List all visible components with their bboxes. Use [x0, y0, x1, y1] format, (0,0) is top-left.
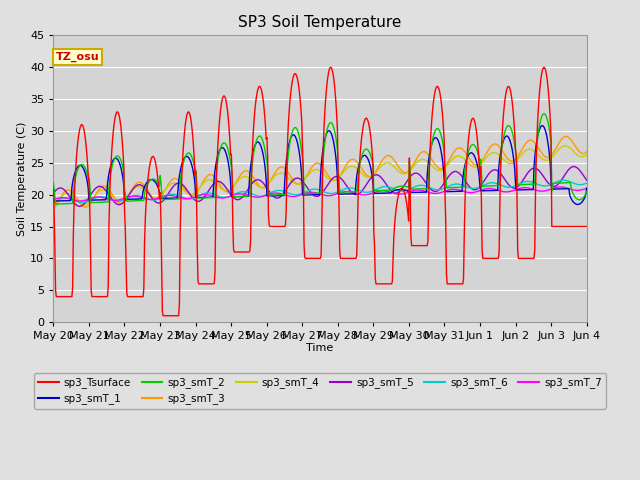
- sp3_smT_1: [385, 190, 392, 196]
- sp3_Tsurface: [169, 313, 177, 319]
- sp3_smT_6: [115, 198, 122, 204]
- sp3_smT_3: [168, 177, 176, 182]
- sp3_Tsurface: [114, 109, 122, 115]
- sp3_smT_1: [401, 187, 408, 193]
- sp3_smT_2: [401, 183, 409, 189]
- sp3_smT_7: [115, 197, 122, 203]
- sp3_smT_6: [583, 180, 591, 186]
- sp3_smT_1: [59, 198, 67, 204]
- sp3_smT_6: [59, 195, 67, 201]
- sp3_smT_5: [197, 198, 205, 204]
- sp3_smT_3: [401, 169, 408, 175]
- sp3_smT_7: [197, 192, 205, 198]
- sp3_smT_4: [168, 180, 176, 186]
- sp3_smT_6: [79, 200, 86, 205]
- sp3_smT_7: [557, 184, 564, 190]
- sp3_Tsurface: [387, 281, 394, 287]
- Line: sp3_smT_4: sp3_smT_4: [53, 146, 587, 205]
- sp3_smT_5: [385, 186, 393, 192]
- sp3_smT_4: [49, 203, 57, 208]
- sp3_smT_4: [561, 143, 569, 149]
- sp3_smT_7: [76, 198, 83, 204]
- sp3_smT_5: [115, 202, 122, 207]
- Line: sp3_smT_6: sp3_smT_6: [53, 180, 587, 203]
- sp3_smT_4: [583, 152, 591, 157]
- sp3_smT_6: [197, 192, 205, 197]
- Legend: sp3_Tsurface, sp3_smT_1, sp3_smT_2, sp3_smT_3, sp3_smT_4, sp3_smT_5, sp3_smT_6, : sp3_Tsurface, sp3_smT_1, sp3_smT_2, sp3_…: [34, 373, 606, 408]
- sp3_smT_6: [49, 199, 57, 205]
- sp3_Tsurface: [583, 224, 591, 229]
- sp3_smT_4: [385, 160, 392, 166]
- sp3_smT_2: [52, 201, 60, 207]
- sp3_smT_3: [385, 153, 392, 158]
- Y-axis label: Soil Temperature (C): Soil Temperature (C): [17, 121, 28, 236]
- sp3_smT_6: [401, 188, 409, 193]
- sp3_smT_3: [583, 149, 591, 155]
- sp3_smT_5: [59, 186, 67, 192]
- sp3_smT_2: [385, 187, 393, 193]
- sp3_smT_6: [559, 177, 567, 183]
- sp3_smT_2: [197, 195, 205, 201]
- sp3_smT_3: [114, 199, 122, 205]
- sp3_smT_2: [169, 196, 177, 202]
- sp3_smT_6: [169, 192, 177, 197]
- sp3_smT_7: [385, 189, 393, 195]
- Line: sp3_smT_3: sp3_smT_3: [53, 136, 587, 207]
- sp3_smT_5: [570, 164, 578, 169]
- sp3_smT_1: [583, 185, 591, 191]
- sp3_smT_2: [583, 189, 591, 194]
- Text: TZ_osu: TZ_osu: [56, 52, 100, 62]
- sp3_Tsurface: [327, 64, 335, 70]
- sp3_smT_3: [49, 204, 57, 210]
- sp3_smT_1: [114, 157, 122, 163]
- sp3_smT_4: [59, 192, 67, 198]
- sp3_smT_4: [196, 184, 204, 190]
- sp3_smT_7: [401, 191, 409, 196]
- sp3_smT_5: [76, 204, 83, 209]
- sp3_smT_3: [562, 133, 570, 139]
- Title: SP3 Soil Temperature: SP3 Soil Temperature: [238, 15, 402, 30]
- sp3_smT_5: [169, 184, 177, 190]
- sp3_smT_5: [401, 181, 409, 187]
- Line: sp3_smT_1: sp3_smT_1: [53, 126, 587, 204]
- Line: sp3_smT_2: sp3_smT_2: [53, 114, 587, 204]
- sp3_Tsurface: [159, 313, 167, 319]
- sp3_smT_6: [385, 184, 393, 190]
- sp3_Tsurface: [59, 294, 67, 300]
- sp3_smT_4: [114, 198, 122, 204]
- sp3_smT_5: [583, 177, 591, 183]
- sp3_smT_5: [49, 191, 57, 196]
- sp3_smT_7: [59, 195, 67, 201]
- sp3_smT_2: [49, 180, 57, 186]
- Line: sp3_smT_7: sp3_smT_7: [53, 187, 587, 201]
- sp3_smT_4: [401, 171, 408, 177]
- sp3_smT_2: [60, 201, 68, 207]
- sp3_smT_1: [168, 195, 176, 201]
- sp3_smT_1: [574, 202, 582, 207]
- X-axis label: Time: Time: [307, 343, 333, 352]
- sp3_smT_3: [196, 184, 204, 190]
- sp3_smT_3: [59, 191, 67, 197]
- Line: sp3_smT_5: sp3_smT_5: [53, 167, 587, 206]
- sp3_smT_1: [538, 123, 546, 129]
- sp3_smT_7: [169, 193, 177, 199]
- sp3_Tsurface: [197, 281, 205, 287]
- sp3_smT_1: [49, 198, 57, 204]
- sp3_smT_2: [115, 154, 122, 159]
- sp3_smT_7: [583, 185, 591, 191]
- sp3_smT_7: [49, 197, 57, 203]
- sp3_smT_2: [541, 111, 548, 117]
- sp3_Tsurface: [402, 195, 410, 201]
- sp3_smT_1: [196, 194, 204, 200]
- Line: sp3_Tsurface: sp3_Tsurface: [53, 67, 587, 316]
- sp3_Tsurface: [49, 186, 57, 192]
